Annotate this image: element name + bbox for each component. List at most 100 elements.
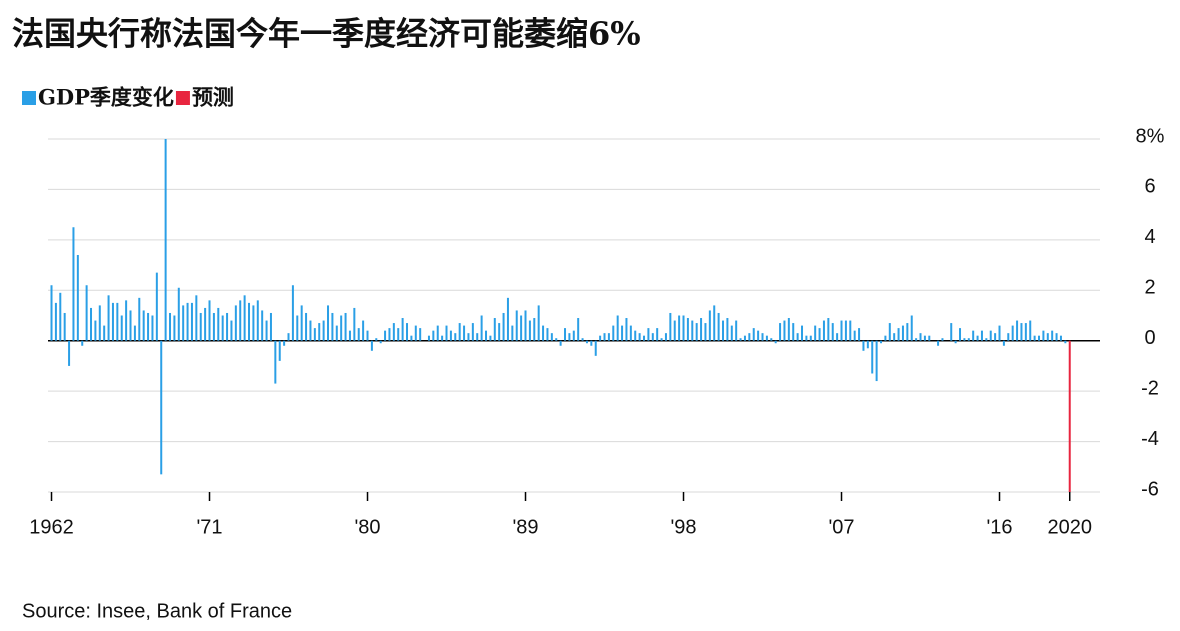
bar	[379, 340, 382, 344]
bar	[151, 315, 154, 341]
bar	[138, 297, 141, 341]
bar	[787, 318, 790, 341]
bar	[629, 325, 632, 341]
bar	[774, 340, 777, 344]
y-tick-label: 2	[1144, 277, 1155, 299]
bar	[801, 325, 804, 341]
bar	[449, 330, 452, 341]
bar	[840, 320, 843, 341]
bar	[419, 328, 422, 341]
bar	[643, 335, 646, 341]
bar	[542, 325, 545, 341]
bar	[63, 312, 66, 341]
bar	[520, 315, 523, 341]
bar	[963, 338, 966, 341]
bar	[68, 340, 71, 366]
bar	[1007, 333, 1010, 341]
bar	[406, 323, 409, 341]
bar	[616, 315, 619, 341]
bar	[989, 330, 992, 341]
bar	[528, 320, 531, 341]
bar	[739, 338, 742, 341]
bar	[967, 338, 970, 341]
bar	[366, 330, 369, 341]
bar	[831, 323, 834, 341]
bar	[190, 302, 193, 341]
bar	[752, 328, 755, 341]
bar	[950, 323, 953, 341]
chart-title: 法国央行称法国今年一季度经济可能萎缩6%	[12, 15, 641, 53]
bar	[401, 318, 404, 341]
bar	[1068, 340, 1071, 492]
y-tick-label: 4	[1144, 226, 1155, 248]
bar	[915, 338, 918, 341]
bar	[796, 333, 799, 341]
legend-swatch	[22, 91, 36, 105]
bar	[603, 333, 606, 341]
bar	[686, 318, 689, 341]
bar	[765, 335, 768, 341]
bar	[353, 307, 356, 341]
bar	[976, 335, 979, 341]
bar	[375, 338, 378, 341]
bar	[647, 328, 650, 341]
bar	[822, 320, 825, 341]
bar	[169, 312, 172, 341]
bar	[107, 295, 110, 341]
bar	[1011, 325, 1014, 341]
x-tick-label: '80	[354, 516, 380, 538]
bar	[50, 285, 53, 341]
bar	[919, 333, 922, 341]
bar	[300, 305, 303, 341]
bar	[327, 305, 330, 341]
bar	[708, 310, 711, 341]
bar	[1064, 340, 1067, 344]
bar	[463, 325, 466, 341]
bar	[489, 335, 492, 341]
bar	[607, 333, 610, 341]
bar	[735, 320, 738, 341]
bar	[884, 335, 887, 341]
bar	[322, 320, 325, 341]
bar	[581, 338, 584, 341]
bar	[844, 320, 847, 341]
bar	[862, 340, 865, 351]
bar	[533, 318, 536, 341]
x-tick-label: '71	[196, 516, 222, 538]
bar	[498, 323, 501, 341]
bar	[695, 323, 698, 341]
bar	[849, 320, 852, 341]
bar	[476, 333, 479, 341]
bar	[959, 328, 962, 341]
bar	[335, 325, 338, 341]
legend-swatch	[175, 91, 190, 105]
bar	[129, 310, 132, 341]
bar	[511, 325, 514, 341]
bar	[664, 333, 667, 341]
bar	[111, 302, 114, 341]
bar	[173, 315, 176, 341]
bar	[770, 338, 773, 341]
bar	[866, 340, 869, 349]
bar	[1033, 335, 1036, 341]
bar	[783, 320, 786, 341]
bar	[1059, 335, 1062, 341]
bar	[682, 315, 685, 341]
bar	[59, 292, 62, 341]
source: Source: Insee, Bank of France	[22, 600, 292, 622]
bar	[305, 312, 308, 341]
bar	[757, 330, 760, 341]
bar	[590, 340, 593, 346]
bar	[269, 312, 272, 341]
y-tick-label: -6	[1141, 478, 1159, 500]
bar	[893, 333, 896, 341]
bar	[94, 320, 97, 341]
bar	[397, 328, 400, 341]
bar	[1024, 323, 1027, 341]
x-tick-label: '89	[512, 516, 538, 538]
bar	[897, 328, 900, 341]
bar	[980, 330, 983, 341]
bar	[291, 285, 294, 341]
bar	[713, 305, 716, 341]
